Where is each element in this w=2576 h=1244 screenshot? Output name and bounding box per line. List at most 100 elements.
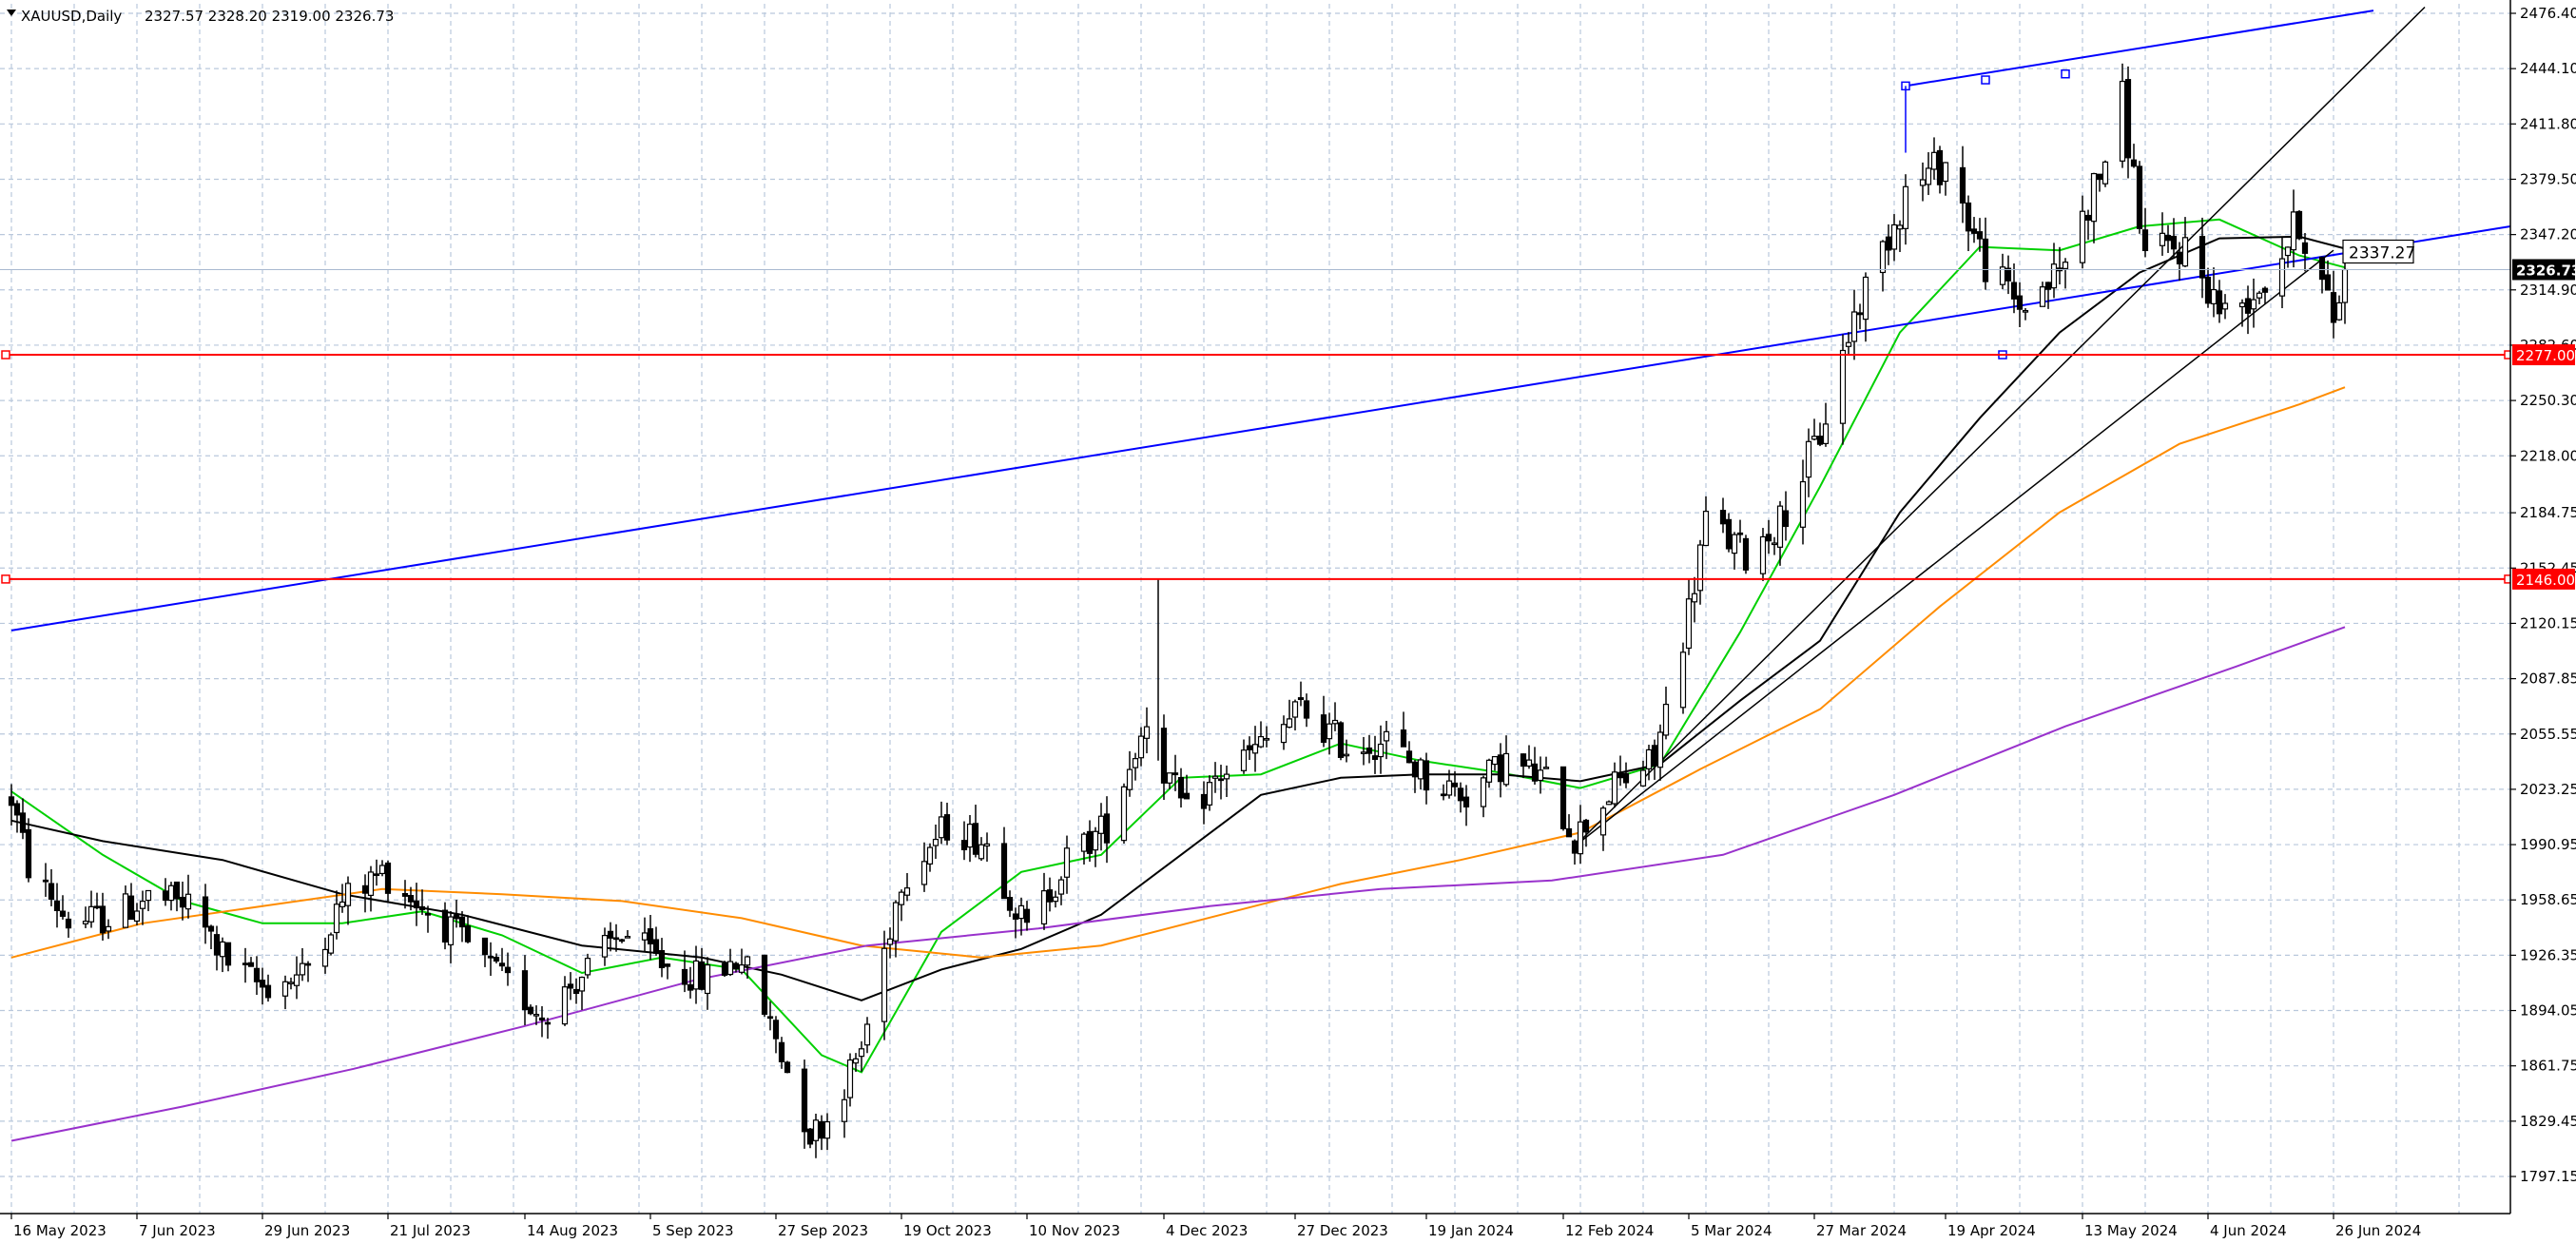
candle [1303, 693, 1310, 728]
candle-body [1765, 534, 1772, 542]
candle [1462, 785, 1470, 826]
y-tick-label: 2347.20 [2520, 226, 2576, 243]
candle-body [858, 1048, 865, 1058]
x-tick-label: 5 Sep 2023 [652, 1222, 734, 1239]
candle [259, 967, 266, 1005]
dropdown-triangle-icon[interactable] [7, 10, 16, 16]
candle [607, 922, 614, 952]
candle-body [481, 937, 489, 956]
candle [1132, 752, 1139, 781]
candle-body [1383, 730, 1390, 742]
candle [2096, 173, 2103, 192]
candle [87, 890, 95, 928]
candle-body [99, 905, 107, 934]
anchor-handle[interactable] [1981, 75, 1990, 85]
candle [1731, 532, 1738, 570]
level-price-tag-label: 2277.00 [2516, 347, 2575, 364]
candle [1451, 770, 1459, 797]
candle [1097, 803, 1105, 851]
candle-body [1303, 700, 1310, 719]
level-price-tag-label: 2146.00 [2516, 572, 2575, 589]
current-price-tag [2512, 259, 2575, 281]
candle [1297, 681, 1305, 707]
candle-body [687, 983, 694, 991]
candle [1856, 303, 1864, 330]
candle [1200, 781, 1208, 825]
candle-body [2044, 282, 2052, 290]
candle-body [1565, 827, 1573, 838]
candle [344, 876, 352, 925]
candle-body [1183, 792, 1191, 800]
candle-body [1417, 759, 1424, 780]
horizontal-levels[interactable] [0, 268, 2513, 584]
candle [281, 975, 289, 1010]
candle [687, 966, 694, 999]
candle [99, 892, 107, 941]
y-tick-label: 2087.85 [2520, 671, 2576, 688]
candle [2016, 282, 2024, 327]
candle [1326, 712, 1333, 755]
candle-body [413, 900, 420, 909]
candle-body [2016, 295, 2024, 310]
candle [2062, 258, 2069, 289]
candle-body [920, 861, 928, 885]
candle [2022, 307, 2029, 321]
candle [1143, 707, 1151, 754]
candle [1542, 756, 1550, 769]
candle-body [732, 962, 740, 970]
level-handle[interactable] [1, 574, 10, 584]
y-tick-label: 1829.45 [2520, 1113, 2576, 1130]
candle-body [521, 970, 529, 1011]
candle-body [207, 925, 215, 932]
candle [453, 900, 460, 928]
candle [2170, 218, 2178, 258]
x-tick-label: 29 Jun 2023 [264, 1222, 350, 1239]
candle [538, 1006, 546, 1038]
candle-body [1582, 819, 1590, 833]
candle-body [1890, 224, 1898, 250]
candle [1799, 459, 1807, 545]
candle [333, 890, 340, 940]
candle [1811, 418, 1818, 441]
candle-body [1959, 166, 1966, 204]
trendline-4[interactable] [1574, 249, 2334, 847]
candle [441, 902, 449, 950]
candle [698, 947, 706, 991]
candle-body [504, 966, 512, 974]
candle [1691, 576, 1698, 623]
channel-line-1[interactable] [10, 224, 2511, 632]
candle-body [601, 935, 609, 958]
candle-body [1491, 755, 1499, 766]
candle-body [1103, 813, 1111, 844]
candle-body [1537, 769, 1544, 782]
candle [1611, 762, 1618, 808]
anchor-handle[interactable] [2061, 68, 2070, 79]
candle [1925, 152, 1932, 196]
drawings[interactable]: 2337.27 [10, 6, 2511, 847]
candle-body [1246, 745, 1253, 750]
candle-body [1257, 735, 1265, 748]
candle-body [1651, 745, 1658, 766]
candle [841, 1089, 848, 1138]
candle-body [1702, 511, 1710, 547]
candle [652, 926, 660, 956]
y-tick-label: 2055.55 [2520, 726, 2576, 743]
candle-body [1936, 149, 1944, 185]
trendline-3[interactable] [1574, 6, 2426, 847]
level-handle[interactable] [1, 350, 10, 360]
candle-body [339, 901, 346, 907]
candle [1736, 519, 1744, 543]
candle [1177, 768, 1185, 808]
candle [2238, 299, 2246, 327]
candle [65, 911, 72, 938]
candle-body [1331, 719, 1339, 725]
channel-line-2[interactable] [1905, 10, 2374, 87]
candle [801, 1059, 808, 1149]
candle-body [53, 900, 61, 911]
candle [1782, 491, 1790, 541]
candle [287, 977, 295, 990]
candle [1251, 726, 1259, 772]
candle-body [533, 1013, 540, 1017]
